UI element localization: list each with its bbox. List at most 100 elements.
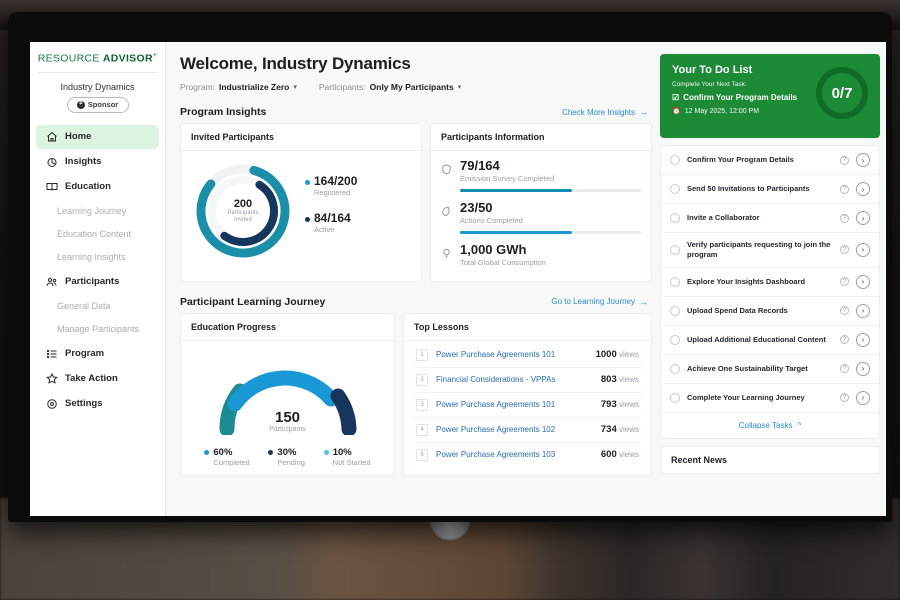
sidebar-subitem-label: General Data (57, 301, 111, 311)
top-lessons-card: Top Lessons 1 Power Purchase Agreements 1… (403, 312, 652, 476)
todo-due-date: ⏰ 12 May 2025, 12:00 PM (672, 107, 868, 116)
lesson-title[interactable]: Power Purchase Agreements 101 (436, 350, 556, 360)
help-icon[interactable]: ? (840, 364, 849, 373)
lesson-views-count: 793 (600, 399, 617, 411)
check-more-insights-link[interactable]: Check More Insights → (562, 107, 648, 117)
participants-info-row: 79/164 Emission Survey Completed (441, 158, 641, 192)
legend-label: Active (314, 225, 335, 234)
help-icon[interactable]: ? (840, 277, 849, 286)
lesson-title[interactable]: Power Purchase Agreements 102 (436, 425, 556, 435)
lesson-views-suffix: views (618, 425, 639, 435)
education-progress-body: 150 Participants 60% Completed 30% Pending 1… (181, 341, 394, 475)
todo-item[interactable]: Achieve One Sustainability Target? › (661, 355, 879, 384)
help-icon[interactable]: ? (840, 245, 849, 255)
participants-info-label: Actions Completed (460, 215, 523, 225)
chevron-right-icon[interactable]: › (856, 182, 870, 196)
chevron-right-icon[interactable]: › (856, 274, 870, 289)
todo-item[interactable]: Upload Additional Educational Content? › (661, 326, 879, 355)
program-icon (46, 348, 58, 360)
sidebar-subitem-general-data[interactable]: General Data (30, 295, 165, 318)
sidebar-subitem-learning-insights[interactable]: Learning Insights (30, 246, 165, 269)
top-lessons-title: Top Lessons (404, 314, 651, 341)
sidebar-item-label: Education (65, 181, 111, 192)
sidebar-subitem-learning-journey[interactable]: Learning Journey (30, 200, 165, 223)
lesson-row[interactable]: 3 Power Purchase Agreements 101 793 views (414, 393, 641, 418)
sidebar-item-program[interactable]: Program (36, 342, 159, 366)
todo-item[interactable]: Send 50 Invitations to Participants? › (661, 175, 879, 204)
todo-checkbox[interactable] (670, 213, 680, 223)
invited-donut-chart: 200 Participants Invited (191, 159, 295, 263)
gauge-center-text: 150 Participants (213, 409, 363, 433)
task-icon: ☑ (672, 93, 680, 102)
org-name: Industry Dynamics (60, 81, 135, 92)
todo-checkbox[interactable] (670, 392, 680, 403)
todo-item[interactable]: Explore Your Insights Dashboard? › (661, 268, 879, 297)
todo-item[interactable]: Complete Your Learning Journey? › (661, 384, 879, 413)
chevron-right-icon[interactable]: › (856, 361, 870, 376)
todo-checkbox[interactable] (670, 155, 680, 165)
help-icon[interactable]: ? (840, 393, 849, 402)
todo-checkbox[interactable] (670, 334, 680, 345)
todo-item[interactable]: Confirm Your Program Details? › (661, 146, 879, 175)
todo-checkbox[interactable] (670, 305, 680, 316)
check-more-insights-label: Check More Insights (562, 107, 635, 117)
todo-checkbox[interactable] (670, 276, 680, 287)
top-lessons-body: 1 Power Purchase Agreements 101 1000 views… (404, 341, 651, 469)
lesson-row[interactable]: 1 Power Purchase Agreements 101 1000 views (414, 343, 641, 368)
lesson-row[interactable]: 2 Financial Considerations - VPPAs 803 vie… (414, 368, 641, 393)
lesson-row[interactable]: 5 Power Purchase Agreements 103 600 views (414, 443, 641, 467)
sidebar-item-home[interactable]: Home (36, 124, 159, 149)
chevron-right-icon[interactable]: › (856, 390, 870, 405)
help-icon[interactable]: ? (840, 306, 849, 315)
todo-checkbox[interactable] (670, 363, 680, 374)
recent-news-title: Recent News (671, 454, 728, 465)
todo-next-task-label: Confirm Your Program Details (683, 93, 798, 102)
todo-checkbox[interactable] (670, 184, 680, 194)
collapse-tasks-button[interactable]: Collapse Tasks ^ (661, 413, 879, 438)
todo-item[interactable]: Invite a Collaborator? › (661, 204, 879, 233)
chevron-right-icon[interactable]: › (856, 242, 870, 257)
sidebar-item-participants[interactable]: Participants (36, 270, 159, 294)
sidebar-item-take-action[interactable]: Take Action (36, 367, 159, 391)
todo-item[interactable]: Verify participants requesting to join t… (661, 233, 879, 268)
help-icon[interactable]: ? (840, 155, 849, 165)
lesson-title[interactable]: Financial Considerations - VPPAs (436, 375, 556, 385)
sidebar-subitem-manage-participants[interactable]: Manage Participants (30, 318, 165, 341)
program-insights-cards: Invited Participants (180, 123, 652, 282)
lesson-row[interactable]: 4 Power Purchase Agreements 102 734 views (414, 418, 641, 443)
go-to-learning-journey-link[interactable]: Go to Learning Journey → (551, 297, 648, 307)
todo-item-label: Upload Additional Educational Content (687, 334, 826, 344)
sidebar-subitem-education-content[interactable]: Education Content (30, 223, 165, 246)
logo-text-bold: ADVISOR (102, 52, 153, 65)
monitor-stand-knob (430, 518, 470, 540)
filter-participants[interactable]: Participants: Only My Participants ▾ (319, 82, 461, 92)
todo-item[interactable]: Upload Spend Data Records? › (661, 297, 879, 326)
filter-participants-label: Participants: (318, 82, 366, 92)
invited-legend: 164/200 Registered 84/164 Active (299, 174, 357, 248)
lesson-title[interactable]: Power Purchase Agreements 101 (436, 400, 556, 410)
sidebar-item-label: Participants (65, 276, 120, 287)
lesson-title[interactable]: Power Purchase Agreements 103 (436, 450, 556, 460)
filter-program[interactable]: Program: Industrialize Zero ▾ (180, 82, 297, 92)
arrow-right-icon: → (639, 107, 648, 117)
chevron-right-icon[interactable]: › (856, 153, 870, 167)
sidebar-item-education[interactable]: Education (36, 175, 159, 199)
legend-label: Registered (314, 188, 351, 197)
sidebar-item-settings[interactable]: Settings (36, 392, 159, 416)
chevron-right-icon[interactable]: › (856, 211, 870, 225)
sidebar-subitem-label: Learning Journey (57, 206, 127, 216)
legend-label: Not Started (332, 457, 371, 467)
sidebar-item-insights[interactable]: Insights (36, 150, 159, 174)
chevron-right-icon[interactable]: › (856, 303, 870, 318)
help-icon[interactable]: ? (840, 335, 849, 344)
participants-info-row: 1,000 GWh Total Global Consumption (441, 242, 641, 267)
help-icon[interactable]: ? (840, 184, 849, 194)
progress-bar (460, 230, 641, 234)
app-logo[interactable]: RESOURCE ADVISOR+ (30, 49, 165, 72)
help-icon[interactable]: ? (840, 213, 849, 223)
chevron-right-icon[interactable]: › (856, 332, 870, 347)
todo-item-label: Invite a Collaborator (687, 213, 760, 223)
participants-info-value: 79/164 (460, 158, 500, 173)
todo-checkbox[interactable] (670, 244, 680, 255)
todo-item-label: Send 50 Invitations to Participants (687, 184, 810, 194)
